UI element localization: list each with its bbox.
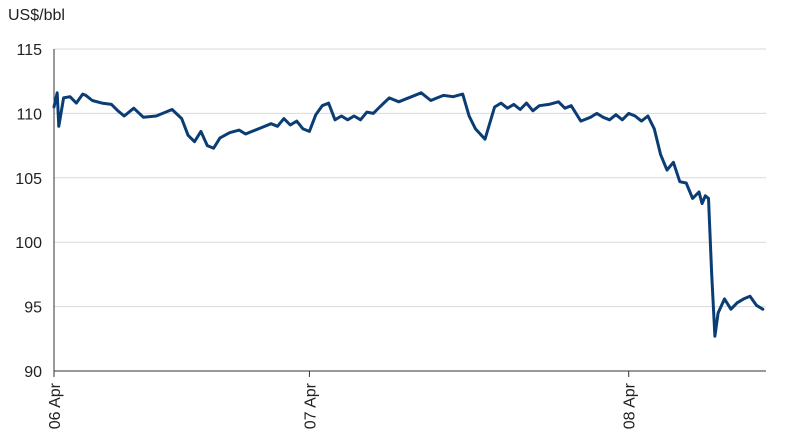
price-series-line bbox=[52, 91, 765, 338]
gridlines bbox=[54, 48, 766, 308]
y-tick-label-110: 110 bbox=[16, 106, 42, 123]
y-tick-label-105: 105 bbox=[15, 171, 42, 188]
y-tick-label-100: 100 bbox=[15, 235, 42, 252]
y-tick-label-115: 115 bbox=[16, 42, 42, 59]
y-tick-label-95: 95 bbox=[24, 300, 42, 317]
y-tick-label-90: 90 bbox=[24, 364, 42, 381]
x-tick-label-1: 07 Apr bbox=[302, 382, 319, 429]
y-axis-tick-labels: 90 95 100 105 110 115 bbox=[15, 42, 42, 381]
y-axis-unit-label: US$/bbl bbox=[8, 7, 65, 24]
x-tick-label-0: 06 Apr bbox=[47, 382, 64, 429]
x-axis-ticks: 06 Apr 07 Apr 08 Apr bbox=[47, 371, 639, 429]
x-tick-label-2: 08 Apr bbox=[622, 382, 639, 429]
